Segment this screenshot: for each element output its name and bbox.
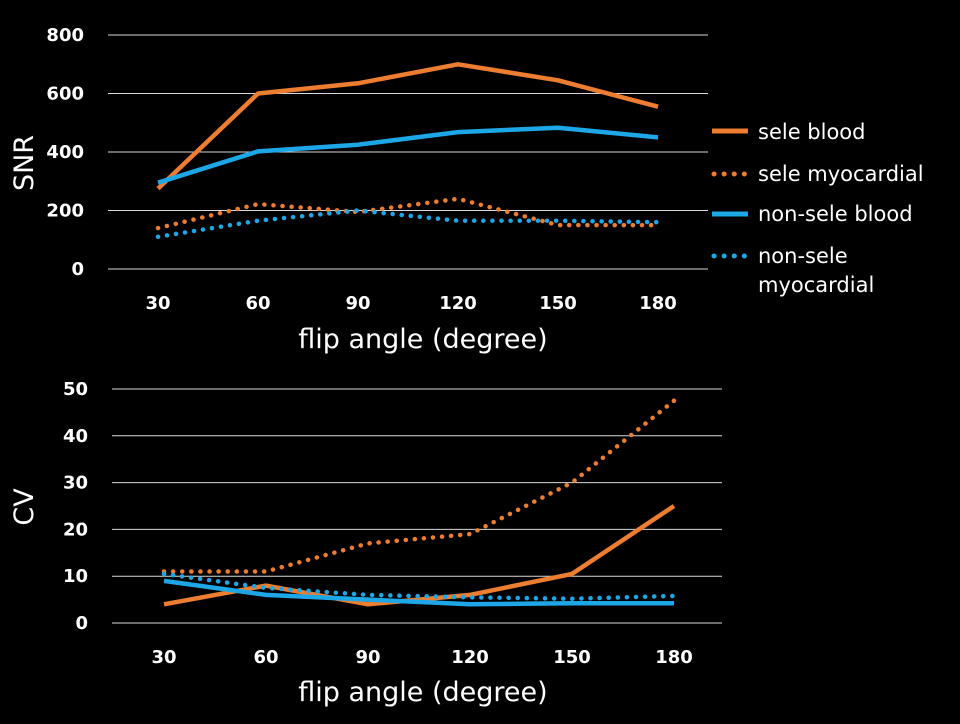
snr-series-non-sele-myocardial	[155, 208, 661, 240]
legend-label-non-sele-myocardial-line1: non-sele	[758, 244, 848, 268]
snr-chart: 0 200 400 600 800 30 60 90 120 150 180 flip angle…	[9, 25, 708, 355]
snr-y-axis-title: SNR	[9, 135, 40, 191]
cv-y-tick-label: 0	[75, 613, 88, 634]
cv-y-tick-label: 10	[63, 566, 88, 587]
cv-x-tick-label: 120	[451, 647, 489, 668]
cv-series-non-sele-blood	[163, 578, 674, 607]
cv-y-tick-label: 40	[63, 426, 88, 447]
cv-y-axis-title: CV	[9, 488, 40, 526]
legend-label-sele-myocardial: sele myocardial	[758, 162, 924, 186]
cv-x-tick-label: 90	[355, 647, 380, 668]
cv-x-tick-label: 180	[655, 647, 693, 668]
cv-x-axis-title: flip angle (degree)	[298, 677, 547, 708]
legend-label-non-sele-myocardial: non-sele myocardial	[758, 244, 874, 297]
snr-y-tick-label: 800	[46, 25, 84, 46]
cv-series-sele-myocardial	[161, 398, 677, 574]
snr-y-tick-label: 400	[46, 142, 84, 163]
snr-series-non-sele-blood	[157, 125, 659, 185]
cv-series-sele-blood	[163, 504, 676, 607]
cv-x-tick-label: 30	[151, 647, 176, 668]
cv-x-tick-label: 60	[253, 647, 278, 668]
cv-y-tick-label: 50	[63, 379, 88, 400]
legend-label-non-sele-myocardial-line2: myocardial	[758, 273, 874, 297]
snr-x-tick-label: 180	[639, 293, 677, 314]
cv-series-non-sele-myocardial	[161, 571, 677, 601]
snr-y-tick-label: 0	[71, 259, 84, 280]
snr-x-tick-label: 120	[439, 293, 477, 314]
snr-series-sele-myocardial	[155, 196, 661, 231]
legend-label-non-sele-blood: non-sele blood	[758, 202, 913, 226]
snr-y-tick-label: 600	[46, 84, 84, 105]
snr-x-tick-label: 90	[345, 293, 370, 314]
snr-x-axis-title: flip angle (degree)	[298, 324, 547, 355]
cv-y-tick-label: 30	[63, 473, 88, 494]
snr-x-tick-label: 150	[539, 293, 577, 314]
cv-y-tick-label: 20	[63, 519, 88, 540]
cv-x-tick-label: 150	[553, 647, 591, 668]
legend-label-sele-blood: sele blood	[758, 120, 865, 144]
snr-x-tick-label: 60	[245, 293, 270, 314]
snr-x-tick-label: 30	[145, 293, 170, 314]
cv-chart: 0 10 20 30 40 50 30 60 90 120 150 180 flip angle (…	[9, 379, 722, 708]
snr-series-sele-blood	[156, 62, 659, 191]
snr-y-tick-label: 200	[46, 201, 84, 222]
legend: sele blood sele myocardial non-sele bloo…	[711, 120, 924, 297]
